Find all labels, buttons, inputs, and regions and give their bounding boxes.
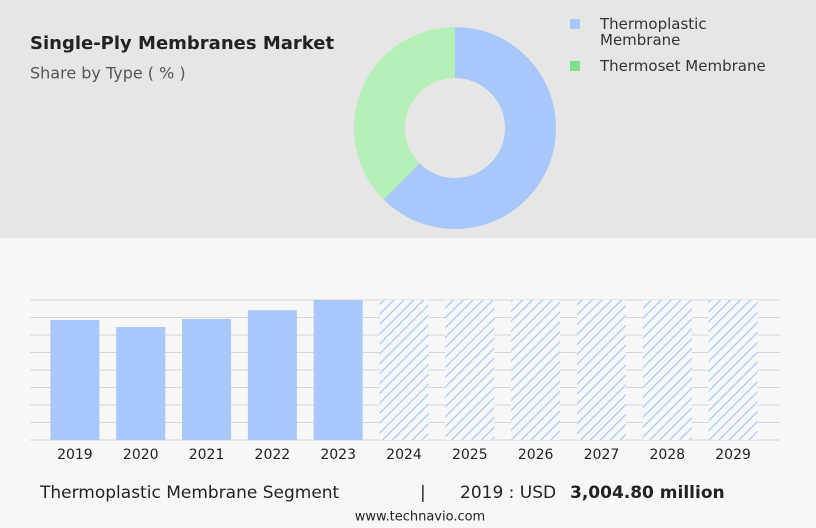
legend-label: Thermoplastic Membrane: [600, 15, 707, 49]
bar: [50, 320, 100, 440]
subtitle: Share by Type ( % ): [30, 64, 186, 83]
legend-item: Thermoplastic Membrane: [570, 16, 720, 48]
x-tick-label: 2026: [518, 447, 554, 463]
bar: [182, 318, 232, 440]
footer-value: 3,004.80 million: [570, 483, 725, 503]
footer-separator: |: [420, 483, 426, 503]
legend-label: Thermoset Membrane: [600, 57, 766, 75]
legend: Thermoplastic Membrane Thermoset Membrane: [570, 16, 766, 84]
forecast-placeholder: [445, 300, 495, 440]
website: www.technavio.com: [355, 510, 485, 525]
forecast-placeholder: [379, 300, 429, 440]
title: Single-Ply Membranes Market: [30, 33, 334, 54]
x-tick-label: 2021: [189, 447, 225, 463]
legend-swatch: [570, 61, 580, 71]
x-tick-label: 2020: [123, 447, 159, 463]
bar: [313, 300, 363, 440]
x-tick-label: 2028: [649, 447, 685, 463]
footer-year: 2019 : USD: [460, 483, 556, 503]
legend-item: Thermoset Membrane: [570, 58, 766, 74]
legend-swatch: [570, 19, 580, 29]
x-tick-label: 2022: [255, 447, 291, 463]
forecast-placeholder: [576, 300, 626, 440]
x-tick-label: 2025: [452, 447, 488, 463]
bar: [247, 310, 297, 440]
x-tick-label: 2027: [584, 447, 620, 463]
bar: [116, 326, 166, 440]
x-tick-label: 2024: [386, 447, 422, 463]
forecast-placeholder: [708, 300, 758, 440]
footer-segment: Thermoplastic Membrane Segment: [39, 483, 340, 503]
x-tick-label: 2023: [320, 447, 356, 463]
forecast-placeholder: [642, 300, 692, 440]
x-tick-label: 2019: [57, 447, 93, 463]
forecast-placeholder: [511, 300, 561, 440]
donut-segment: [353, 27, 455, 200]
donut-segment: [383, 27, 556, 229]
x-tick-label: 2029: [715, 447, 751, 463]
